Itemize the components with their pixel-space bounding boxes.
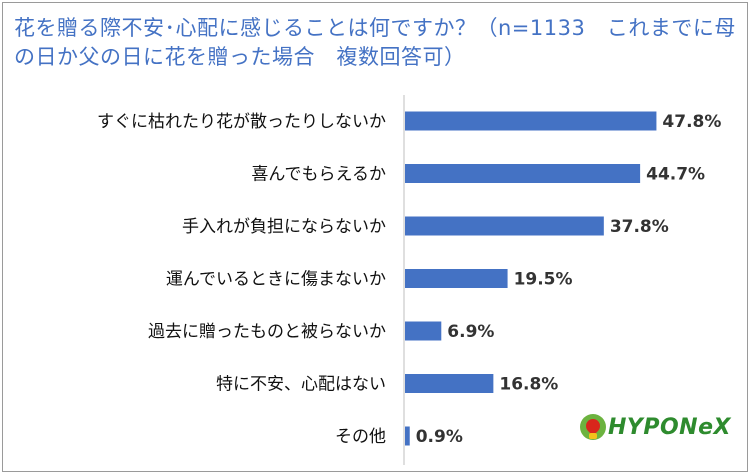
chart-title: 花を贈る際不安･心配に感じることは何ですか？（n=1133 これまでに母の日か父… bbox=[14, 16, 736, 69]
bar bbox=[405, 321, 442, 341]
category-label: 運んでいるときに傷まないか bbox=[166, 270, 386, 290]
data-label: 37.8% bbox=[610, 217, 669, 237]
bar bbox=[405, 216, 604, 236]
hyponex-logo: HYPONeX bbox=[580, 414, 731, 440]
bar bbox=[405, 374, 494, 393]
category-label: 手入れが負担にならないか bbox=[182, 217, 386, 237]
category-label: 特に不安、心配はない bbox=[216, 375, 386, 395]
bar bbox=[405, 164, 641, 183]
logo-text: HYPONeX bbox=[608, 414, 731, 440]
category-label: 喜んでもらえるか bbox=[251, 165, 386, 185]
category-label: すぐに枯れたり花が散ったりしないか bbox=[97, 112, 386, 132]
data-label: 44.7% bbox=[646, 165, 705, 185]
data-label: 19.5% bbox=[514, 270, 573, 290]
data-label: 47.8% bbox=[662, 112, 721, 132]
data-label: 16.8% bbox=[499, 375, 558, 395]
category-label: 過去に贈ったものと被らないか bbox=[148, 322, 386, 342]
bar bbox=[405, 111, 657, 131]
chart-frame bbox=[2, 2, 748, 472]
bar bbox=[405, 269, 508, 288]
data-label: 0.9% bbox=[416, 427, 463, 447]
bar bbox=[405, 426, 410, 446]
data-label: 6.9% bbox=[447, 322, 494, 342]
flower-logo-icon bbox=[580, 414, 606, 440]
category-label: その他 bbox=[335, 427, 386, 447]
